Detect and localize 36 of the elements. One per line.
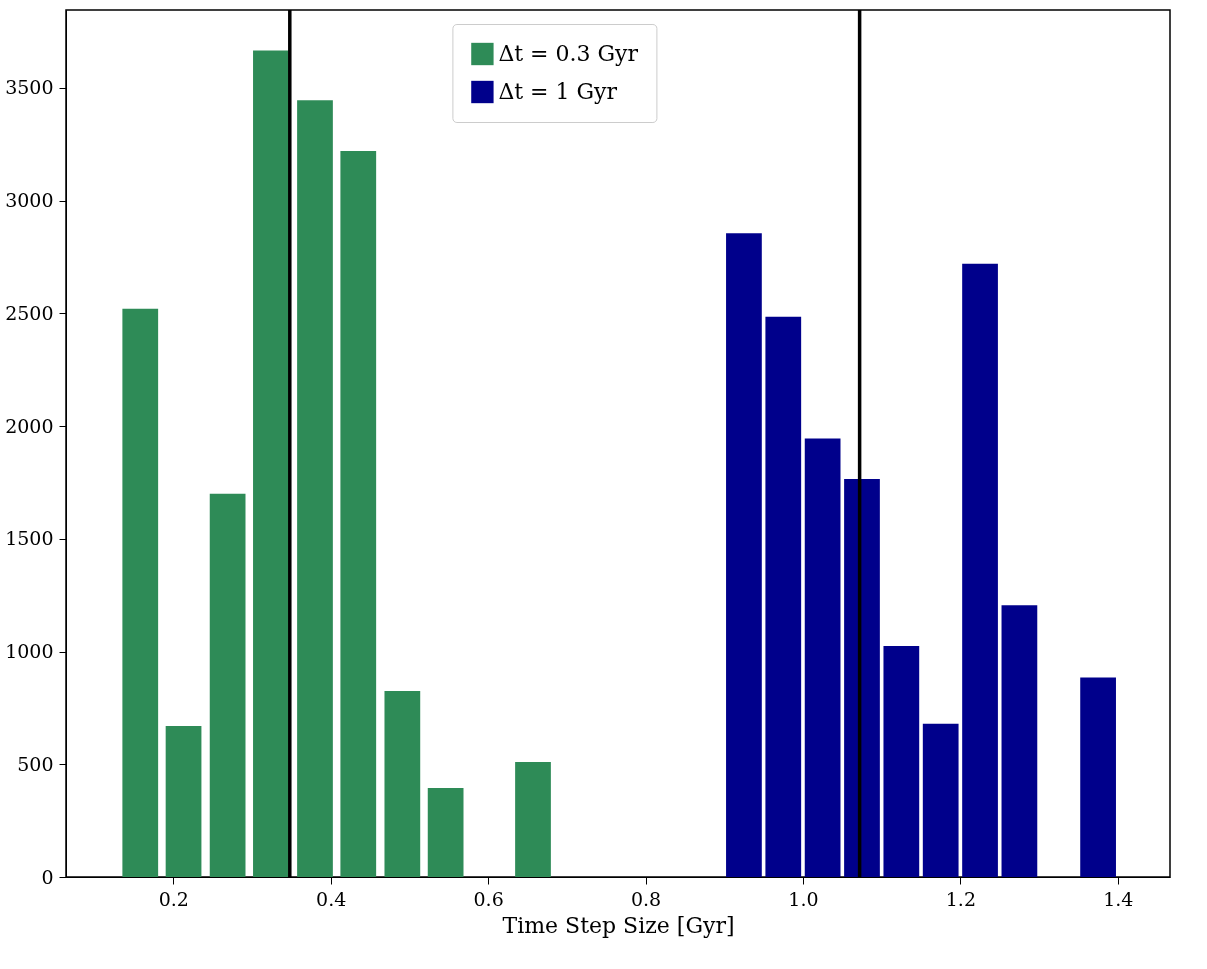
legend-label: Δt = 0.3 Gyr [498, 41, 639, 66]
y-tick-label: 3500 [5, 76, 54, 99]
x-tick-label: 1.2 [945, 887, 976, 910]
bar [883, 645, 920, 877]
y-tick-label: 1000 [5, 640, 54, 663]
bar [253, 50, 289, 877]
y-tick-label: 2500 [5, 301, 54, 324]
bar [165, 725, 202, 877]
bar [515, 762, 551, 877]
x-tick-label: 0.2 [158, 887, 189, 910]
bar [844, 479, 880, 877]
bar [765, 316, 802, 877]
bar [962, 263, 998, 877]
y-tick-label: 3000 [5, 189, 54, 212]
x-axis-title: Time Step Size [Gyr] [502, 912, 735, 938]
bar [209, 493, 246, 877]
bar [427, 787, 464, 877]
x-tick-label: 1.4 [1103, 887, 1134, 910]
bar [804, 438, 841, 877]
y-tick-label: 1500 [5, 527, 54, 550]
bar [1001, 605, 1038, 877]
bar [297, 100, 333, 877]
bar [340, 150, 377, 877]
y-tick-label: 500 [17, 752, 54, 775]
bar [384, 690, 421, 877]
x-tick-label: 1.0 [788, 887, 819, 910]
bar [726, 233, 762, 877]
legend-label: Δt = 1 Gyr [498, 79, 618, 104]
y-tick-label: 2000 [5, 414, 54, 437]
bar [922, 723, 959, 877]
x-tick-label: 0.4 [316, 887, 347, 910]
x-tick-label: 0.8 [630, 887, 662, 910]
y-tick-label: 0 [41, 865, 54, 888]
bar [1080, 677, 1116, 877]
x-tick-label: 0.6 [473, 887, 504, 910]
bar [122, 308, 159, 877]
